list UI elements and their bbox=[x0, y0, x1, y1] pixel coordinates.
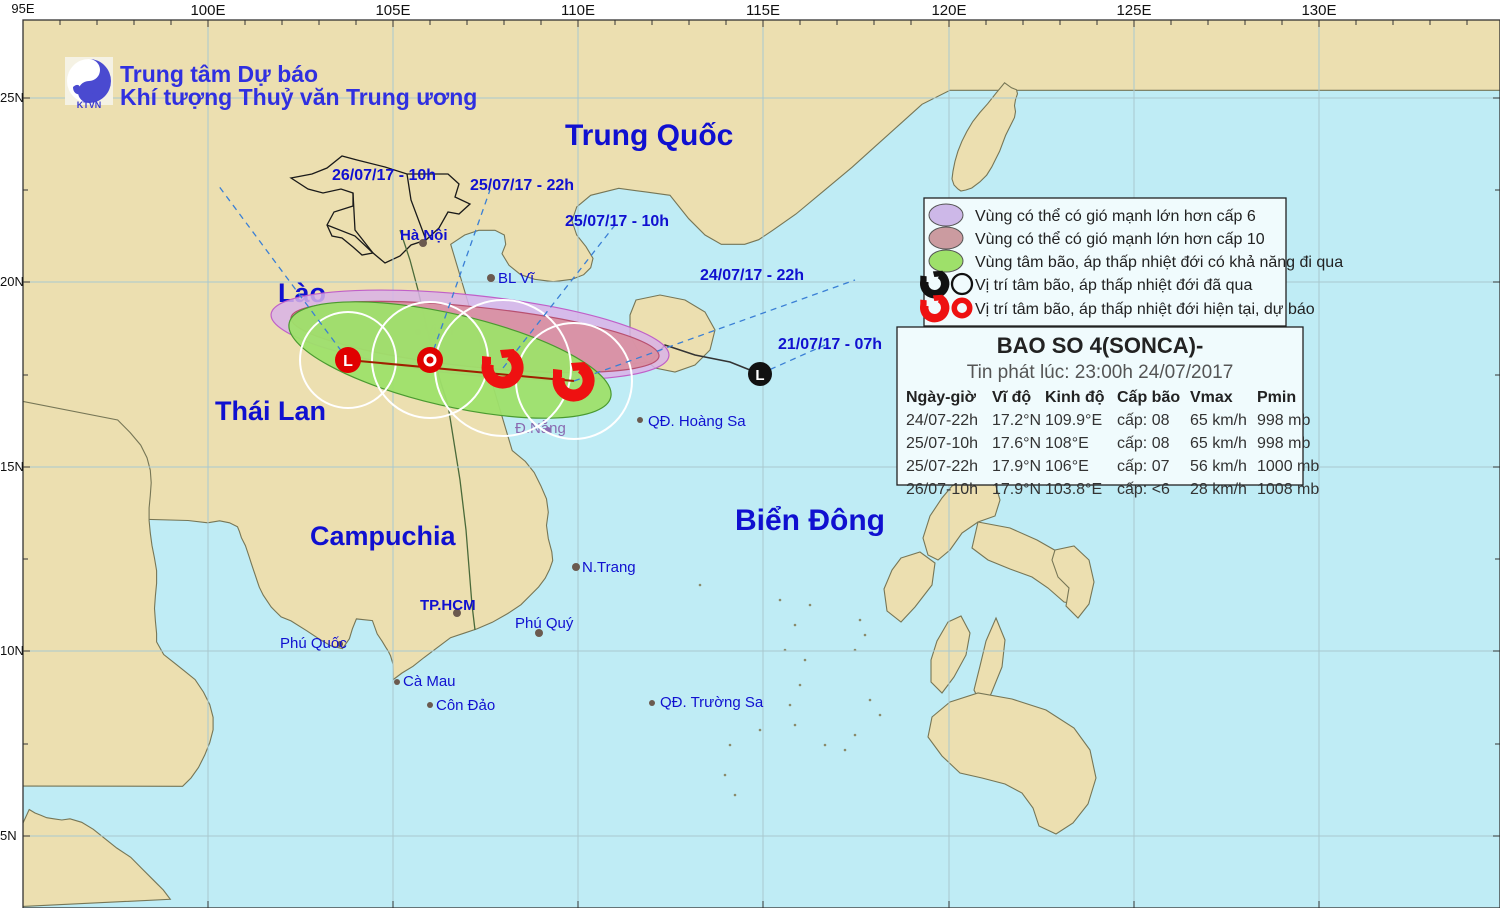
svg-text:Vĩ độ: Vĩ độ bbox=[992, 389, 1031, 406]
svg-text:56 km/h: 56 km/h bbox=[1190, 458, 1247, 475]
svg-text:115E: 115E bbox=[746, 2, 780, 19]
svg-text:cấp: 07: cấp: 07 bbox=[1117, 458, 1170, 475]
svg-text:Cà Mau: Cà Mau bbox=[403, 673, 456, 690]
svg-text:125E: 125E bbox=[1116, 2, 1151, 19]
svg-text:cấp: 08: cấp: 08 bbox=[1117, 435, 1170, 452]
svg-text:Phú Quý: Phú Quý bbox=[515, 615, 574, 632]
svg-text:103.8°E: 103.8°E bbox=[1045, 481, 1102, 498]
svg-text:Vị trí tâm bão, áp thấp nhiệt: Vị trí tâm bão, áp thấp nhiệt đới đã qua bbox=[975, 277, 1252, 294]
svg-text:L: L bbox=[343, 353, 353, 370]
svg-text:21/07/17 - 07h: 21/07/17 - 07h bbox=[778, 336, 882, 353]
svg-text:17.9°N: 17.9°N bbox=[992, 458, 1041, 475]
svg-text:5N: 5N bbox=[0, 828, 17, 843]
svg-text:998 mb: 998 mb bbox=[1257, 412, 1310, 429]
svg-text:65 km/h: 65 km/h bbox=[1190, 412, 1247, 429]
svg-text:Tin phát lúc: 23:00h 24/07/201: Tin phát lúc: 23:00h 24/07/2017 bbox=[967, 362, 1234, 383]
svg-text:Vùng tâm bão, áp thấp nhiệt đớ: Vùng tâm bão, áp thấp nhiệt đới có khả n… bbox=[975, 254, 1343, 271]
svg-text:BAO SO 4(SONCA)-: BAO SO 4(SONCA)- bbox=[997, 333, 1204, 358]
svg-text:17.6°N: 17.6°N bbox=[992, 435, 1041, 452]
svg-text:25/07/17 - 10h: 25/07/17 - 10h bbox=[565, 213, 669, 230]
svg-text:1008 mb: 1008 mb bbox=[1257, 481, 1319, 498]
svg-text:TP.HCM: TP.HCM bbox=[420, 597, 476, 614]
svg-text:25/07-10h: 25/07-10h bbox=[906, 435, 978, 452]
svg-text:N.Trang: N.Trang bbox=[582, 559, 636, 576]
svg-text:Pmin: Pmin bbox=[1257, 389, 1296, 406]
svg-text:109.9°E: 109.9°E bbox=[1045, 412, 1102, 429]
svg-text:Biển Đông: Biển Đông bbox=[735, 504, 885, 537]
svg-text:QĐ. Trường Sa: QĐ. Trường Sa bbox=[660, 694, 764, 711]
svg-text:QĐ. Hoàng Sa: QĐ. Hoàng Sa bbox=[648, 413, 746, 430]
svg-text:17.9°N: 17.9°N bbox=[992, 481, 1041, 498]
svg-text:105E: 105E bbox=[375, 2, 410, 19]
svg-text:24/07/17 - 22h: 24/07/17 - 22h bbox=[700, 267, 804, 284]
svg-text:100E: 100E bbox=[190, 2, 225, 19]
svg-text:28 km/h: 28 km/h bbox=[1190, 481, 1247, 498]
svg-text:Khí tượng Thuỷ văn Trung ương: Khí tượng Thuỷ văn Trung ương bbox=[120, 84, 477, 110]
svg-text:Campuchia: Campuchia bbox=[310, 521, 457, 551]
svg-text:110E: 110E bbox=[561, 2, 595, 19]
svg-text:24/07-22h: 24/07-22h bbox=[906, 412, 978, 429]
svg-text:L: L bbox=[755, 367, 764, 384]
svg-text:Côn Đảo: Côn Đảo bbox=[436, 697, 495, 714]
svg-text:25/07-22h: 25/07-22h bbox=[906, 458, 978, 475]
svg-text:Vmax: Vmax bbox=[1190, 389, 1233, 406]
svg-text:Vị trí tâm bão, áp thấp nhiệt: Vị trí tâm bão, áp thấp nhiệt đới hiện t… bbox=[975, 301, 1315, 318]
svg-text:25N: 25N bbox=[0, 90, 24, 105]
svg-text:65 km/h: 65 km/h bbox=[1190, 435, 1247, 452]
svg-text:Thái Lan: Thái Lan bbox=[215, 396, 326, 426]
svg-text:1000 mb: 1000 mb bbox=[1257, 458, 1319, 475]
svg-text:95E: 95E bbox=[11, 1, 34, 16]
svg-text:cấp: 08: cấp: 08 bbox=[1117, 412, 1170, 429]
svg-text:130E: 130E bbox=[1301, 2, 1336, 19]
svg-text:Trung Quốc: Trung Quốc bbox=[565, 119, 733, 152]
svg-text:Ngày-giờ: Ngày-giờ bbox=[906, 389, 977, 406]
svg-text:Vùng có thể có gió mạnh lớn hơ: Vùng có thể có gió mạnh lớn hơn cấp 6 bbox=[975, 207, 1256, 225]
svg-text:20N: 20N bbox=[0, 274, 24, 289]
svg-text:26/07/17 - 10h: 26/07/17 - 10h bbox=[332, 167, 436, 184]
svg-text:17.2°N: 17.2°N bbox=[992, 412, 1041, 429]
svg-text:120E: 120E bbox=[931, 2, 966, 19]
svg-text:KTVN: KTVN bbox=[77, 100, 102, 110]
svg-text:10N: 10N bbox=[0, 643, 24, 658]
svg-text:106°E: 106°E bbox=[1045, 458, 1089, 475]
svg-text:15N: 15N bbox=[0, 459, 24, 474]
svg-text:25/07/17 - 22h: 25/07/17 - 22h bbox=[470, 177, 574, 194]
svg-text:Cấp bão: Cấp bão bbox=[1117, 389, 1180, 406]
svg-text:Vùng có thể có gió mạnh lớn hơ: Vùng có thể có gió mạnh lớn hơn cấp 10 bbox=[975, 230, 1265, 248]
svg-text:cấp: <6: cấp: <6 bbox=[1117, 481, 1170, 498]
svg-text:Hà Nội: Hà Nội bbox=[400, 227, 448, 244]
svg-text:108°E: 108°E bbox=[1045, 435, 1089, 452]
svg-text:BL Vĩ: BL Vĩ bbox=[498, 270, 535, 287]
svg-text:Kinh độ: Kinh độ bbox=[1045, 389, 1105, 406]
svg-text:26/07-10h: 26/07-10h bbox=[906, 481, 978, 498]
svg-text:998 mb: 998 mb bbox=[1257, 435, 1310, 452]
svg-text:Phú Quốc: Phú Quốc bbox=[280, 635, 347, 652]
